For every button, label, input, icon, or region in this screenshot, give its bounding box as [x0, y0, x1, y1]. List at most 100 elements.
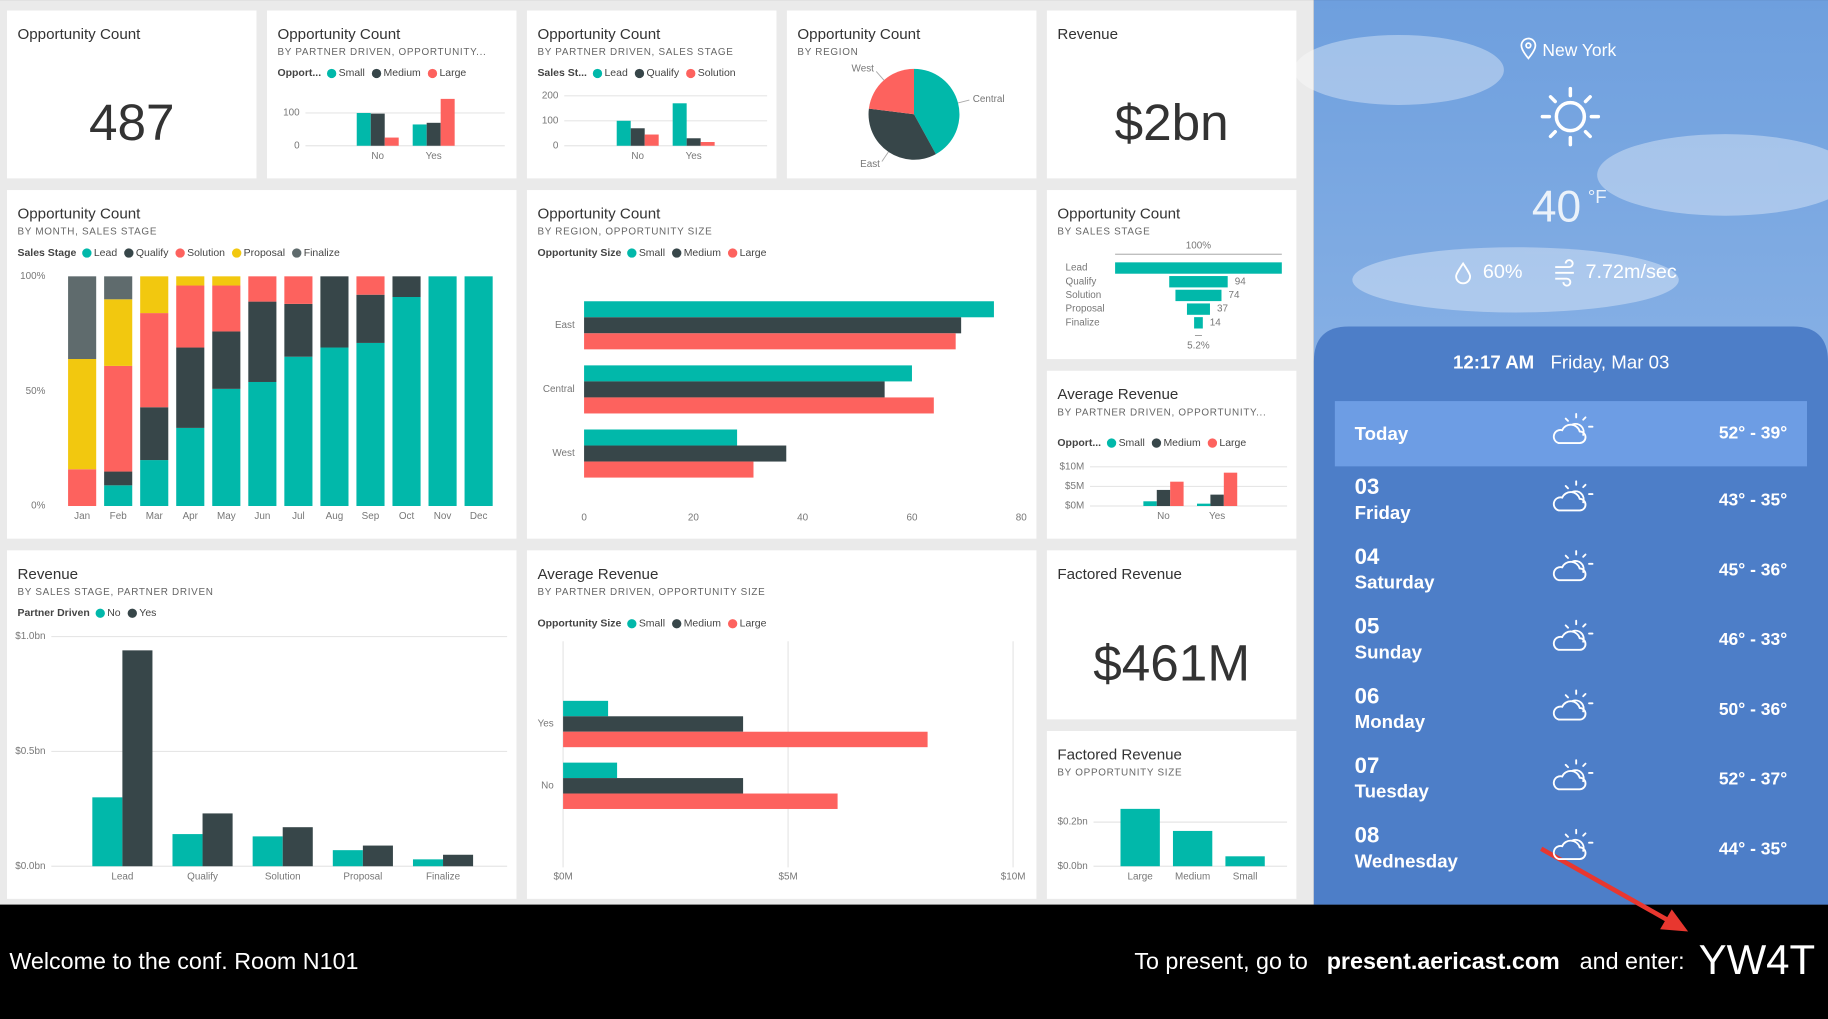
tile-title: Revenue	[17, 566, 78, 583]
forecast-range: 44° - 35°	[1719, 838, 1787, 858]
forecast-weekday: Sunday	[1355, 641, 1423, 662]
pie-label: East	[860, 159, 880, 170]
bar	[1197, 503, 1211, 507]
tile-title: Opportunity Count	[797, 26, 921, 43]
legend-title: Sales St...	[537, 68, 587, 79]
pie-slice	[914, 68, 960, 155]
y-tick-label: Yes	[538, 719, 554, 730]
y-tick-label: 100	[542, 115, 559, 126]
tile-subtitle: BY PARTNER DRIVEN, SALES STAGE	[537, 47, 733, 58]
x-tick-label: Oct	[399, 511, 415, 522]
bar	[426, 122, 441, 146]
bar-segment	[176, 276, 205, 286]
forecast-day: 06	[1355, 683, 1380, 708]
bar-segment	[140, 460, 169, 507]
bar	[384, 137, 399, 146]
x-tick-label: 80	[1016, 512, 1028, 523]
bar	[563, 716, 744, 732]
legend-label: Lead	[604, 68, 627, 79]
bar	[122, 650, 153, 867]
bar-segment	[356, 342, 385, 507]
y-tick-label: $1.0bn	[15, 631, 45, 642]
forecast-weekday: Saturday	[1355, 572, 1435, 593]
icon-sun	[1564, 619, 1594, 643]
pie-leader	[881, 151, 889, 162]
bar-segment	[104, 471, 133, 486]
bar-segment	[212, 388, 241, 507]
bar	[1210, 494, 1224, 507]
pie-label: West	[852, 63, 875, 74]
icon-cloud	[1552, 630, 1587, 651]
funnel-category: Qualify	[1066, 276, 1097, 287]
bar	[412, 859, 444, 867]
funnel-category: Lead	[1066, 263, 1088, 274]
x-tick-label: Yes	[686, 151, 702, 162]
pie-leader	[957, 99, 970, 104]
tile-subtitle: BY SALES STAGE, PARTNER DRIVEN	[17, 587, 213, 598]
bar-segment	[140, 276, 169, 314]
forecast-day: 05	[1355, 614, 1380, 639]
temperature: 40	[1532, 183, 1581, 232]
tile-title: Average Revenue	[537, 566, 658, 583]
legend-swatch	[371, 68, 382, 79]
legend-swatch	[82, 248, 92, 258]
bar-segment	[320, 276, 349, 348]
tile-title: Factored Revenue	[1057, 746, 1182, 763]
y-tick-label: $0M	[1065, 501, 1084, 512]
tile-title: Opportunity Count	[277, 26, 401, 43]
funnel-category: Solution	[1066, 290, 1102, 301]
legend-label: Medium	[384, 68, 422, 79]
legend-title: Partner Driven	[17, 608, 89, 619]
wind: 7.72m/sec	[1586, 261, 1677, 283]
bar	[443, 854, 474, 867]
icon-cloud	[1552, 560, 1587, 582]
legend-label: Small	[639, 248, 665, 259]
x-tick-label: Aug	[326, 511, 344, 522]
legend-swatch	[686, 68, 696, 79]
forecast-day: 08	[1355, 823, 1380, 848]
x-tick-label: 60	[906, 512, 918, 523]
bar-segment	[392, 297, 421, 507]
bar	[584, 429, 738, 446]
forecast-range: 45° - 36°	[1719, 559, 1787, 579]
icon-sun	[1564, 412, 1594, 436]
bar-segment	[464, 276, 493, 507]
present-prompt: To present, go to	[1134, 948, 1308, 974]
bar-segment	[248, 381, 277, 507]
forecast-day: Today	[1355, 423, 1409, 444]
bar	[630, 128, 645, 146]
legend-label: Yes	[139, 608, 156, 619]
x-tick-label: Small	[1233, 871, 1258, 882]
funnel-annotation: 5.2%	[1187, 341, 1210, 352]
bar	[332, 850, 363, 867]
x-tick-label: Nov	[434, 511, 452, 522]
legend-swatch	[326, 68, 337, 79]
legend-swatch	[1207, 438, 1218, 448]
legend-label: Qualify	[646, 68, 679, 79]
bar	[282, 827, 313, 867]
legend-label: Medium	[684, 619, 722, 630]
bar	[584, 317, 962, 334]
bar	[172, 834, 203, 867]
y-tick-label: 50%	[26, 386, 46, 397]
weather-icon	[1552, 412, 1594, 444]
humidity-icon	[1455, 261, 1472, 285]
y-tick-label: 100%	[20, 271, 46, 282]
legend-swatch	[124, 248, 134, 258]
legend-label: No	[107, 608, 121, 619]
funnel-bar	[1175, 289, 1222, 302]
bar-segment	[68, 276, 97, 360]
icon-sun	[1564, 828, 1594, 852]
tile	[1046, 10, 1297, 179]
bar-segment	[212, 331, 241, 389]
bar-segment	[104, 365, 133, 472]
tile-title: Opportunity Count	[17, 26, 141, 43]
icon-cloud	[1552, 700, 1587, 721]
bar	[644, 134, 659, 146]
bar-segment	[68, 469, 97, 507]
funnel-bar	[1115, 262, 1282, 274]
x-tick-label: Jan	[74, 511, 90, 522]
icon-cloud	[1552, 423, 1587, 444]
legend-swatch	[232, 248, 242, 258]
bar	[362, 845, 393, 867]
